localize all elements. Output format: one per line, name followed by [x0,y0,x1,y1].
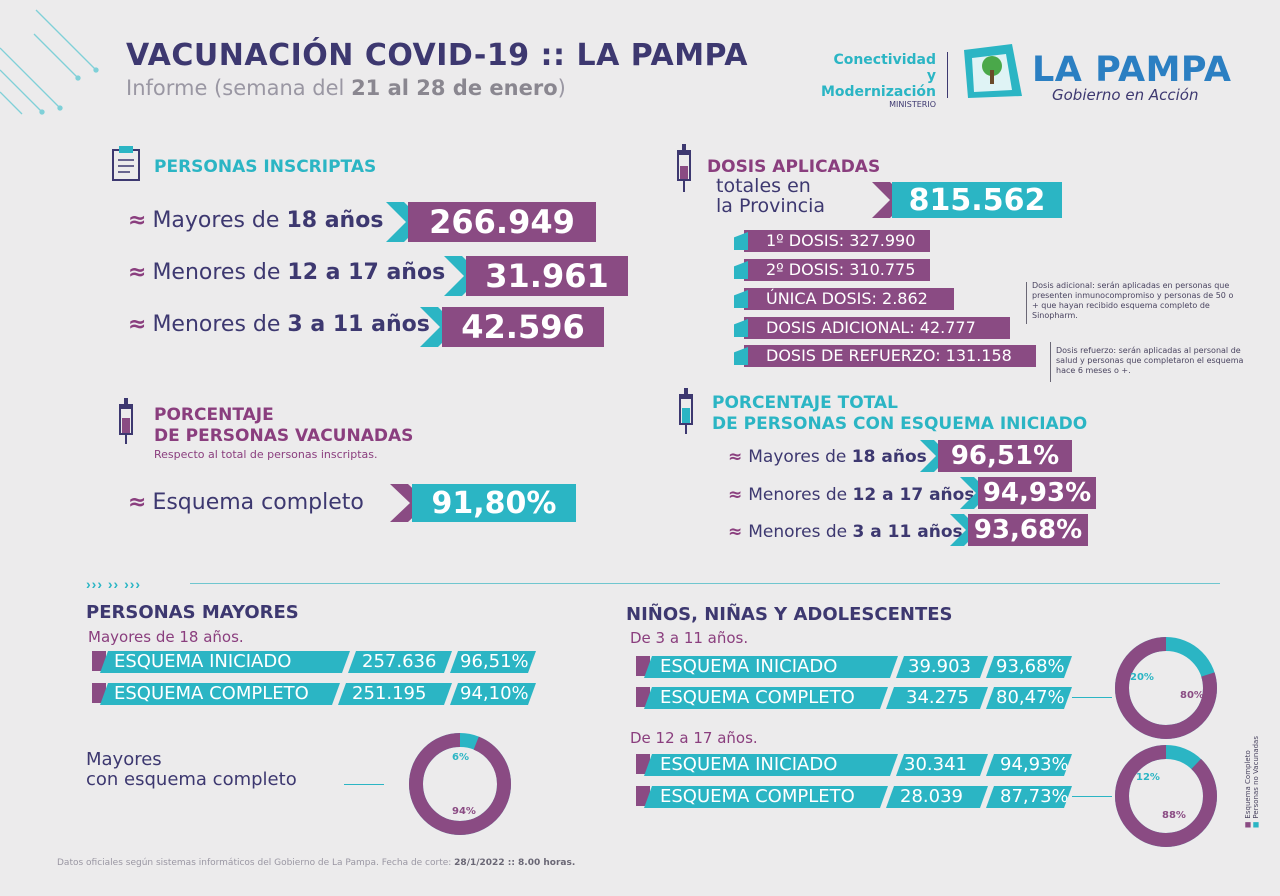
vacunadas-title: PORCENTAJE DE PERSONAS VACUNADAS [154,405,414,446]
note-adicional: Dosis adicional: serán aplicadas en pers… [1032,281,1234,320]
mayores-row-pct: 94,10% [450,683,536,705]
ninos-row-count: 28.039 [886,786,988,808]
dosis-item: 1º DOSIS: 327.990 [734,230,930,252]
mayores-row-label: ESQUEMA COMPLETO [100,683,340,705]
iniciado-row-label: ≈ Menores de 3 a 11 años [728,522,963,542]
mayores-row-pct: 96,51% [450,651,536,673]
donut-small-label: 20% [1130,672,1154,683]
ninos-3-11-donut-chart: 20% 80% [1115,637,1217,739]
dosis-item: 2º DOSIS: 310.775 [734,259,930,281]
iniciado-value: 94,93% [978,477,1096,509]
syringe-icon [679,388,693,434]
mayores-donut-chart: 6% 94% [409,733,511,835]
province-map-icon [964,44,1022,98]
inscriptas-row-label: ≈ Mayores de 18 años [128,208,384,233]
iniciado-row-label: ≈ Mayores de 18 años [728,447,927,467]
inscriptas-row-label: ≈ Menores de 3 a 11 años [128,312,430,337]
dosis-item: DOSIS ADICIONAL: 42.777 [734,317,1010,339]
donut-small-label: 12% [1136,772,1160,783]
iniciado-title: PORCENTAJE TOTAL DE PERSONAS CON ESQUEMA … [712,393,1088,434]
ninos-row-count: 34.275 [886,687,988,709]
mayores-donut-label: Mayores con esquema completo [86,749,297,790]
inscriptas-row-label: ≈ Menores de 12 a 17 años [128,260,446,285]
iniciado-row-label: ≈ Menores de 12 a 17 años [728,485,975,505]
dosis-subtitle: totales en la Provincia [716,175,826,217]
corner-decoration [0,9,99,115]
ninos-row-label: ESQUEMA INICIADO [644,656,898,678]
dosis-title: DOSIS APLICADAS [707,157,881,177]
dosis-total: 815.562 [892,182,1062,218]
note-refuerzo: Dosis refuerzo: serán aplicadas al perso… [1056,346,1244,375]
donut-large-label: 80% [1180,690,1204,701]
syringe-icon [119,398,133,444]
ninos-group1-subtitle: De 3 a 11 años. [630,629,749,647]
dosis-item: DOSIS DE REFUERZO: 131.158 [734,345,1036,367]
ninos-row-pct: 94,93% [986,754,1072,776]
mayores-row-label: ESQUEMA INICIADO [100,651,350,673]
ninos-row-pct: 93,68% [986,656,1072,678]
mayores-subtitle: Mayores de 18 años. [88,628,244,646]
ninos-row-count: 39.903 [896,656,988,678]
iniciado-value: 93,68% [968,514,1088,546]
donut-arc [1115,637,1217,739]
donut-large-label: 88% [1162,810,1186,821]
donut-arc [409,733,511,835]
donut-small-label: 6% [452,752,469,763]
iniciado-value: 96,51% [938,440,1072,472]
vacunadas-label: ≈ Esquema completo [128,490,364,515]
inscriptas-value: 42.596 [442,307,604,347]
inscriptas-value: 266.949 [408,202,596,242]
ninos-row-label: ESQUEMA COMPLETO [644,786,888,808]
inscriptas-value: 31.961 [466,256,628,296]
footer-note: Datos oficiales según sistemas informáti… [57,858,576,868]
donut-arc [1115,745,1217,847]
brand-tagline: Gobierno en Acción [1052,86,1199,104]
ninos-12-17-donut-chart: 12% 88% [1115,745,1217,847]
mayores-row-count: 251.195 [338,683,452,705]
ninos-row-label: ESQUEMA COMPLETO [644,687,888,709]
arrows-decoration: ››› ›› ››› [86,576,142,592]
section-divider [190,583,1220,584]
ninos-row-pct: 80,47% [986,687,1072,709]
donut-legend: ■ Esquema Completo ■ Personas no Vacunad… [1244,736,1260,829]
ninos-group2-subtitle: De 12 a 17 años. [630,729,758,747]
ninos-title: NIÑOS, NIÑAS Y ADOLESCENTES [626,604,953,625]
syringe-icon [677,144,691,192]
page-title: VACUNACIÓN COVID-19 :: LA PAMPA [126,38,749,73]
vacunadas-value: 91,80% [412,484,576,522]
dosis-item: ÚNICA DOSIS: 2.862 [734,288,954,310]
ninos-row-pct: 87,73% [986,786,1072,808]
inscriptas-title: PERSONAS INSCRIPTAS [154,157,377,177]
mayores-row-count: 257.636 [348,651,452,673]
page-subtitle: Informe (semana del 21 al 28 de enero) [126,76,566,100]
ninos-row-count: 30.341 [896,754,988,776]
clipboard-icon [112,146,140,181]
donut-large-label: 94% [452,806,476,817]
brand-logo: LA PAMPA [1032,50,1232,90]
ninos-row-label: ESQUEMA INICIADO [644,754,898,776]
vacunadas-subtitle: Respecto al total de personas inscriptas… [154,448,378,461]
ministry-logo: Conectividad y Modernización MINISTERIO [820,52,936,109]
mayores-title: PERSONAS MAYORES [86,602,299,623]
